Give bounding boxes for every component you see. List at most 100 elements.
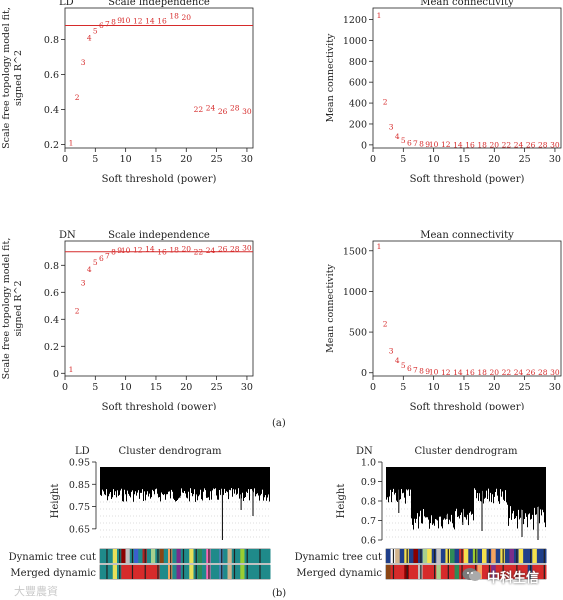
data-point-label: 9 bbox=[425, 367, 430, 376]
y-tick-label: 1.0 bbox=[361, 458, 376, 469]
y-tick-label: 0.7 bbox=[361, 516, 376, 527]
merged-dynamic-segment bbox=[248, 565, 254, 579]
dynamic-tree-cut-segment bbox=[422, 549, 428, 563]
watermark-left: 大豐農資 bbox=[14, 585, 58, 598]
data-point-label: 2 bbox=[75, 93, 80, 102]
color-bar-stripe bbox=[221, 549, 223, 563]
dynamic-tree-cut-segment bbox=[440, 549, 446, 563]
data-point-label: 1 bbox=[377, 11, 382, 20]
y-tick-label: 0 bbox=[53, 369, 59, 380]
merged-dynamic-segment bbox=[134, 565, 139, 579]
dynamic-tree-cut-segment bbox=[189, 549, 194, 563]
merged-dynamic-segment bbox=[197, 565, 203, 579]
data-point-label: 9 bbox=[117, 246, 122, 255]
watermark-right: 中科生信 bbox=[487, 571, 540, 586]
merged-dynamic-segment bbox=[172, 565, 177, 579]
dynamic-tree-cut-segment bbox=[240, 549, 245, 563]
merged-dynamic-segment bbox=[214, 565, 220, 579]
dynamic-tree-cut-segment bbox=[468, 549, 474, 563]
data-point-label: 16 bbox=[157, 247, 167, 256]
merged-dynamic-segment bbox=[108, 565, 114, 579]
merged-dynamic-segment bbox=[450, 565, 456, 579]
dynamic-tree-cut-segment bbox=[125, 549, 131, 563]
merged-dynamic-segment bbox=[112, 565, 118, 579]
color-bar-stripe bbox=[208, 549, 210, 563]
color-bar-stripe bbox=[170, 549, 172, 563]
figure-a-label: (a) bbox=[272, 418, 286, 429]
dynamic-tree-cut-segment bbox=[163, 549, 169, 563]
dynamic-tree-cut-segment bbox=[108, 549, 114, 563]
color-bar-stripe bbox=[259, 565, 261, 579]
group-label: DN bbox=[59, 230, 76, 241]
merged-dynamic-segment bbox=[436, 565, 442, 579]
merged-dynamic-segment bbox=[223, 565, 228, 579]
dynamic-tree-cut-segment bbox=[210, 549, 216, 563]
y-tick-label: 0.6 bbox=[44, 288, 59, 299]
merged-dynamic-segment bbox=[236, 565, 241, 579]
data-point-label: 1 bbox=[69, 365, 74, 374]
data-point-label: 20 bbox=[490, 368, 500, 377]
merged-dynamic-segment bbox=[159, 565, 165, 579]
dynamic-tree-cut-segment bbox=[223, 549, 228, 563]
color-bar-stripe bbox=[170, 565, 172, 579]
y-tick-label: 0.65 bbox=[69, 524, 90, 535]
plot-frame bbox=[372, 240, 562, 377]
dynamic-tree-cut-segment bbox=[536, 549, 542, 563]
data-point-label: 8 bbox=[419, 367, 424, 376]
dynamic-tree-cut-segment bbox=[236, 549, 241, 563]
data-point-label: 10 bbox=[429, 140, 439, 149]
merged-dynamic-segment bbox=[163, 565, 169, 579]
x-axis-label: Soft threshold (power) bbox=[410, 402, 525, 410]
y-tick-label: 0.9 bbox=[361, 477, 376, 488]
data-point-label: 8 bbox=[111, 18, 116, 27]
dynamic-tree-cut-segment bbox=[172, 549, 177, 563]
x-tick-label: 0 bbox=[370, 382, 376, 393]
x-tick-label: 25 bbox=[519, 382, 531, 393]
dynamic-tree-cut-segment bbox=[450, 549, 456, 563]
data-point-label: 30 bbox=[550, 368, 560, 377]
merged-dynamic-segment bbox=[408, 565, 414, 579]
merged-dynamic-segment bbox=[265, 565, 271, 579]
color-bar-stripe bbox=[488, 549, 491, 563]
dynamic-tree-cut-segment bbox=[408, 549, 414, 563]
dynamic-tree-cut-segment bbox=[146, 549, 152, 563]
y-tick-label: 0.6 bbox=[44, 70, 59, 81]
color-bar-stripe bbox=[461, 549, 463, 563]
plot-frame bbox=[64, 240, 254, 377]
plot-frame bbox=[64, 7, 254, 149]
data-point-label: 28 bbox=[538, 140, 548, 149]
dynamic-tree-cut-segment bbox=[518, 549, 524, 563]
merged-dynamic-segment bbox=[523, 565, 529, 579]
merged-dynamic-segment bbox=[253, 565, 258, 579]
y-tick-label: 200 bbox=[349, 119, 367, 130]
data-point-label: 5 bbox=[401, 136, 406, 145]
data-point-label: 20 bbox=[182, 13, 192, 22]
dynamic-tree-cut-segment bbox=[504, 549, 510, 563]
chart-title: Scale independence bbox=[108, 230, 210, 241]
merged-dynamic-segment bbox=[189, 565, 194, 579]
merged-dynamic-segment bbox=[491, 565, 497, 579]
merged-dynamic-segment bbox=[125, 565, 131, 579]
chart-title: Cluster dendrogram bbox=[415, 446, 518, 457]
color-bar-stripe bbox=[543, 565, 545, 579]
dynamic-tree-cut-segment bbox=[176, 549, 182, 563]
y-tick-label: 1000 bbox=[343, 287, 367, 298]
merged-dynamic-segment bbox=[532, 565, 538, 579]
data-point-label: 6 bbox=[99, 21, 104, 30]
data-point-label: 9 bbox=[117, 16, 122, 25]
merged-dynamic-segment bbox=[176, 565, 182, 579]
dynamic-tree-cut-segment bbox=[197, 549, 203, 563]
data-point-label: 4 bbox=[87, 265, 92, 274]
dynamic-tree-cut-segment bbox=[463, 549, 469, 563]
y-tick-label: 1000 bbox=[343, 36, 367, 47]
data-point-label: 10 bbox=[429, 367, 439, 376]
x-tick-label: 10 bbox=[428, 382, 440, 393]
data-point-label: 4 bbox=[395, 132, 400, 141]
chart-title: Cluster dendrogram bbox=[119, 446, 222, 457]
color-bar-stripe bbox=[488, 565, 491, 579]
y-tick-label: 0.2 bbox=[44, 140, 59, 151]
color-bar-stripe bbox=[119, 549, 121, 563]
dynamic-tree-cut-segment bbox=[454, 549, 460, 563]
x-tick-label: 10 bbox=[428, 154, 440, 165]
data-point-label: 28 bbox=[538, 368, 548, 377]
